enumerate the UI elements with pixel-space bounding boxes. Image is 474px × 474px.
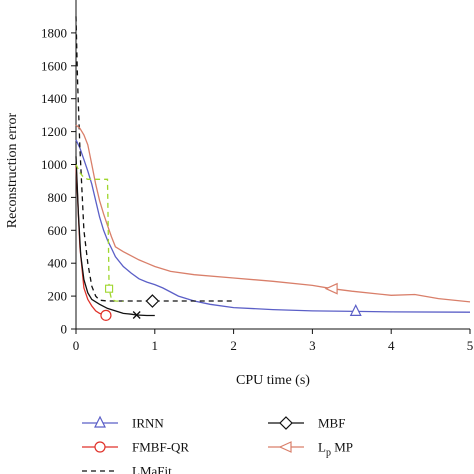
y-tick-label: 1000	[41, 157, 67, 172]
legend-label: FMBF-QR	[132, 440, 189, 455]
legend-swatch-marker	[94, 441, 106, 453]
series-line-lpmp	[75, 124, 471, 303]
legend-item: IRNN	[82, 416, 164, 431]
legend-swatch-marker	[94, 415, 106, 428]
legend-label: Lp MP	[318, 440, 353, 459]
series-marker-mbf	[145, 294, 160, 308]
series-marker-irnn	[349, 304, 362, 316]
y-tick-label: 200	[48, 289, 68, 304]
legend-label: LMaFit	[132, 464, 172, 474]
x-tick-label: 0	[73, 338, 80, 353]
y-tick-label: 400	[48, 256, 68, 271]
legend: IRNN MBF FMBF-QR Lp MP LMaFit	[82, 416, 353, 474]
series-marker-fmbf-qr	[100, 309, 112, 321]
series-line-lmafit	[75, 16, 234, 302]
y-tick-label: 1600	[41, 58, 67, 73]
ticks-layer: 0 1 2 3 4 5 0 200 400 600 800 1000 1200 1400 1600 1800	[41, 25, 473, 353]
x-axis-title: CPU time (s)	[236, 373, 310, 388]
x-tick-label: 4	[388, 338, 395, 353]
x-tick-label: 2	[230, 338, 237, 353]
series-marker-lpmp	[324, 282, 338, 295]
series-layer	[75, 16, 471, 321]
series-line-irnn	[75, 139, 471, 313]
y-tick-label: 0	[61, 322, 68, 337]
legend-swatch-marker	[278, 441, 292, 453]
y-tick-label: 1800	[41, 25, 67, 40]
plot-area: 0 1 2 3 4 5 0 200 400 600 800 1000 1200 1400 1600 1800	[41, 0, 473, 353]
x-tick-label: 1	[152, 338, 159, 353]
y-tick-label: 800	[48, 190, 68, 205]
series-line-fmbf-qr	[75, 164, 112, 317]
series-line-mbf	[75, 156, 155, 317]
legend-item: LMaFit	[82, 464, 172, 474]
x-tick-label: 5	[467, 338, 474, 353]
x-tick-label: 3	[309, 338, 316, 353]
cross-marker	[132, 311, 141, 319]
y-tick-label: 1200	[41, 124, 67, 139]
legend-item: MBF	[268, 416, 345, 431]
legend-label: MBF	[318, 416, 345, 431]
legend-label: IRNN	[132, 416, 164, 431]
y-tick-label: 1400	[41, 91, 67, 106]
series-marker-series-6	[105, 284, 114, 293]
legend-item: FMBF-QR	[82, 440, 189, 455]
legend-item: Lp MP	[268, 440, 353, 459]
y-axis-title: Reconstruction error	[5, 112, 20, 228]
series-line-series-6	[75, 164, 124, 303]
legend-swatch-marker	[279, 416, 293, 430]
y-tick-label: 600	[48, 223, 68, 238]
